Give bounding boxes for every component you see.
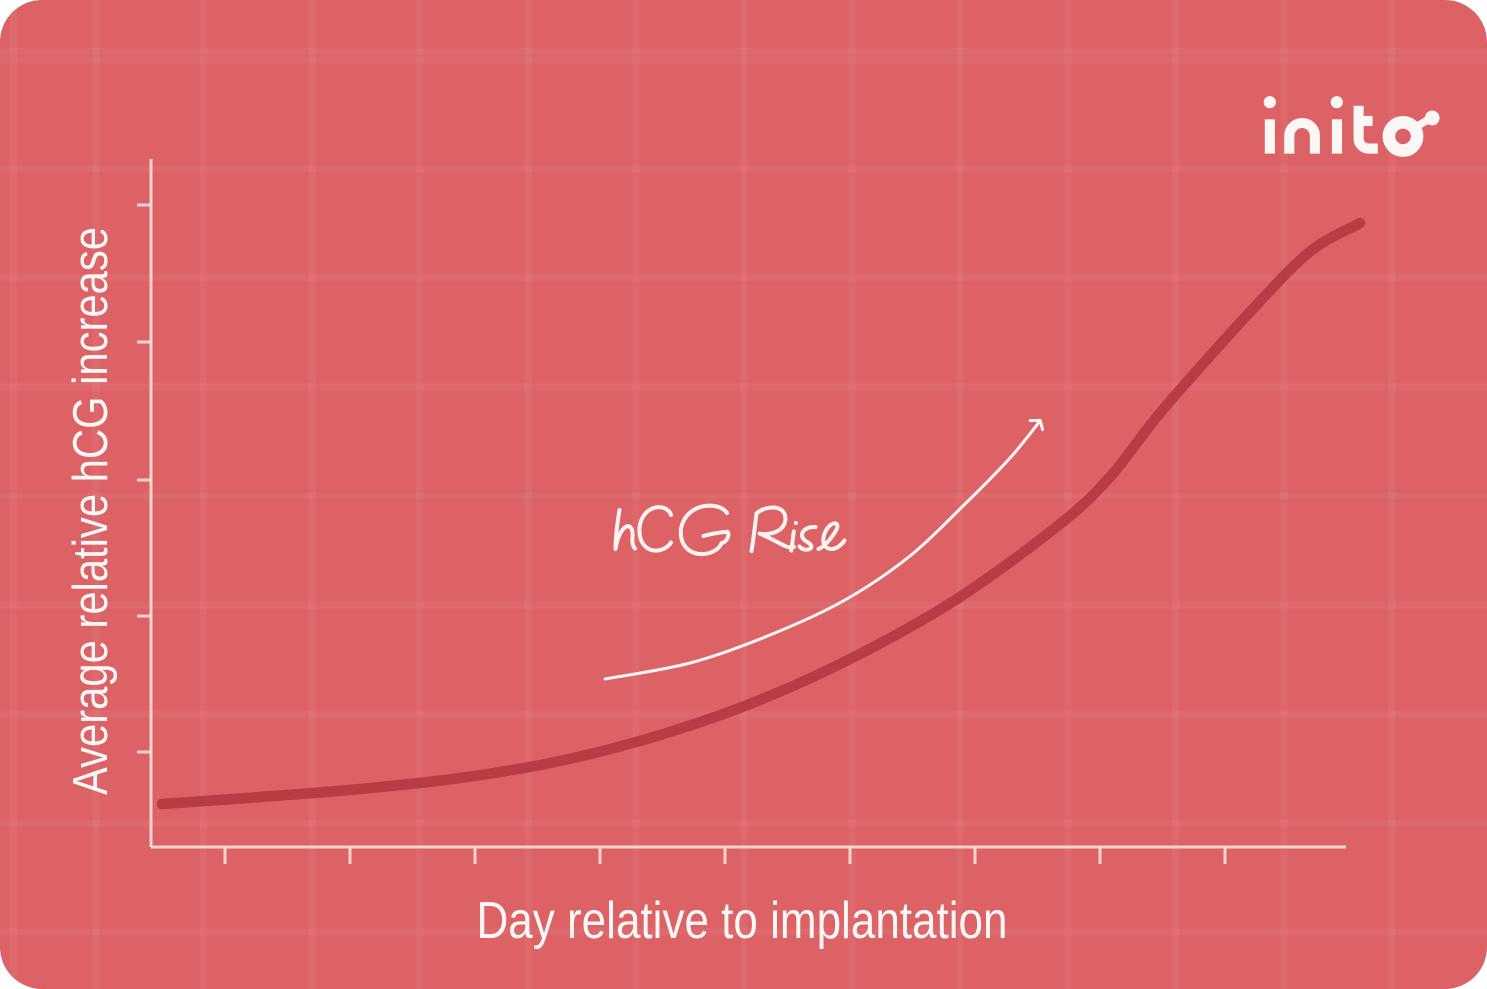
svg-text:Average relative hCG increase: Average relative hCG increase <box>64 227 118 795</box>
svg-text:Day relative to implantation: Day relative to implantation <box>477 892 1008 950</box>
